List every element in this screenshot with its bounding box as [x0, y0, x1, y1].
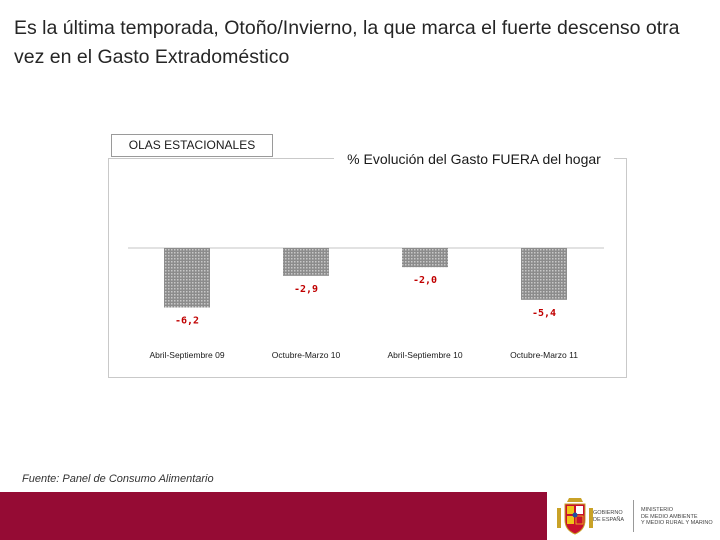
- category-label-1: Abril-Septiembre 09: [149, 350, 224, 360]
- bar-1: [164, 248, 210, 308]
- ministerio-label: MINISTERIO DE MEDIO AMBIENTE Y MEDIO RUR…: [641, 507, 713, 526]
- value-label-3: -2,0: [413, 275, 437, 286]
- logo-divider: [633, 500, 634, 532]
- value-label-2: -2,9: [294, 284, 318, 295]
- category-label-3: Abril-Septiembre 10: [387, 350, 462, 360]
- slide-headline: Es la última temporada, Otoño/Invierno, …: [14, 17, 680, 68]
- bar-2: [283, 248, 329, 276]
- value-label-4: -5,4: [532, 308, 556, 319]
- chart-title: % Evolución del Gasto FUERA del hogar: [334, 150, 614, 169]
- category-label-2: Octubre-Marzo 10: [272, 350, 341, 360]
- spanish-coat-of-arms-icon: [557, 498, 593, 535]
- gobierno-label: GOBIERNO DE ESPAÑA: [593, 510, 625, 523]
- bar-3: [402, 248, 448, 268]
- source-note: Fuente: Panel de Consumo Alimentario: [22, 473, 214, 485]
- bar-4: [521, 248, 567, 300]
- category-label-4: Octubre-Marzo 11: [510, 350, 578, 360]
- value-label-1: -6,2: [175, 316, 199, 327]
- chart-legend-label: OLAS ESTACIONALES: [111, 134, 273, 157]
- government-logo-panel: GOBIERNO DE ESPAÑA MINISTERIO DE MEDIO A…: [547, 492, 720, 540]
